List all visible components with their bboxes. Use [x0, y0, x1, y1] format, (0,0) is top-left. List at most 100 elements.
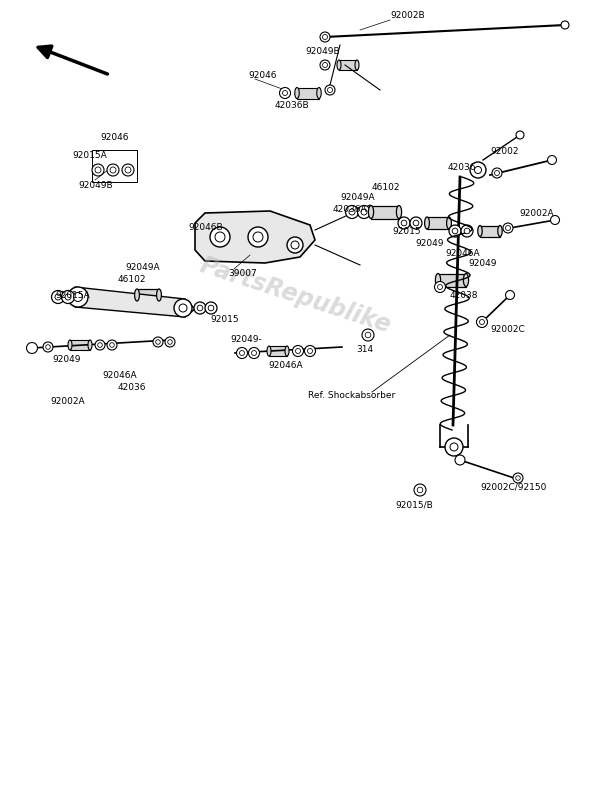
Circle shape [174, 299, 192, 317]
Ellipse shape [285, 346, 289, 356]
Ellipse shape [436, 273, 440, 287]
Circle shape [494, 170, 499, 176]
Bar [297, 87, 319, 98]
Circle shape [251, 350, 257, 356]
Circle shape [153, 337, 163, 347]
Circle shape [43, 342, 53, 352]
Ellipse shape [355, 60, 359, 70]
Text: 314: 314 [356, 345, 373, 355]
Text: 92049-: 92049- [230, 335, 262, 345]
Text: 92002C/92150: 92002C/92150 [480, 483, 547, 491]
Bar [339, 60, 357, 70]
Ellipse shape [498, 225, 502, 236]
Circle shape [551, 216, 560, 225]
Circle shape [305, 345, 316, 356]
Text: 92015: 92015 [392, 228, 421, 236]
Circle shape [248, 227, 268, 247]
Text: 42038: 42038 [450, 290, 479, 300]
Circle shape [361, 209, 367, 215]
Circle shape [325, 85, 335, 95]
Text: 92046A: 92046A [268, 360, 302, 370]
Text: 92002C: 92002C [490, 326, 525, 334]
Circle shape [450, 443, 458, 451]
Circle shape [110, 167, 116, 173]
Text: 92046B: 92046B [188, 222, 223, 232]
Circle shape [74, 293, 83, 301]
Circle shape [68, 287, 88, 307]
Text: 92049: 92049 [415, 239, 443, 247]
Circle shape [323, 63, 328, 68]
Circle shape [168, 340, 172, 345]
Circle shape [208, 305, 214, 311]
Text: 42036: 42036 [448, 162, 476, 171]
Circle shape [414, 484, 426, 496]
Text: Ref. Shockabsorber: Ref. Shockabsorber [308, 390, 395, 400]
Circle shape [479, 319, 485, 324]
Circle shape [328, 87, 332, 93]
Circle shape [362, 329, 374, 341]
Circle shape [165, 337, 175, 347]
Circle shape [434, 282, 445, 293]
Circle shape [296, 349, 301, 353]
Circle shape [365, 332, 371, 338]
Circle shape [239, 350, 245, 356]
Text: 92002B: 92002B [390, 10, 425, 20]
Circle shape [445, 438, 463, 456]
Circle shape [516, 476, 520, 480]
Circle shape [293, 345, 304, 356]
Circle shape [398, 217, 410, 229]
Circle shape [125, 167, 131, 173]
Bar [269, 346, 287, 356]
Circle shape [308, 349, 313, 353]
Bar [70, 340, 90, 350]
Ellipse shape [134, 289, 139, 301]
Circle shape [98, 343, 102, 347]
Circle shape [62, 290, 74, 304]
Text: 92049: 92049 [468, 258, 497, 268]
Text: 92049A: 92049A [125, 262, 160, 272]
Ellipse shape [368, 206, 374, 218]
Circle shape [291, 241, 299, 249]
Ellipse shape [337, 60, 341, 70]
Circle shape [505, 290, 515, 300]
Circle shape [548, 155, 557, 165]
Circle shape [449, 225, 461, 237]
Bar [427, 217, 449, 229]
Circle shape [437, 284, 443, 290]
Circle shape [410, 217, 422, 229]
Circle shape [156, 340, 160, 345]
Circle shape [323, 35, 328, 39]
Circle shape [55, 294, 61, 300]
Circle shape [179, 304, 187, 312]
Bar [371, 206, 399, 218]
Circle shape [92, 164, 104, 176]
Circle shape [46, 345, 50, 349]
Circle shape [492, 168, 502, 178]
Text: 92046: 92046 [100, 133, 128, 141]
Circle shape [52, 290, 65, 304]
Circle shape [65, 294, 71, 300]
Text: 46102: 46102 [118, 276, 146, 284]
Circle shape [475, 166, 482, 173]
Text: 92015: 92015 [210, 316, 239, 324]
Circle shape [205, 302, 217, 314]
Circle shape [461, 225, 473, 237]
Circle shape [413, 221, 419, 226]
Circle shape [107, 164, 119, 176]
Circle shape [26, 342, 37, 353]
Circle shape [287, 237, 303, 253]
Text: 42036A: 42036A [333, 206, 368, 214]
Circle shape [320, 60, 330, 70]
Circle shape [236, 348, 248, 359]
Ellipse shape [478, 225, 482, 236]
Circle shape [561, 21, 569, 29]
Text: 92046: 92046 [248, 71, 277, 79]
Text: 92002A: 92002A [50, 397, 85, 407]
Circle shape [513, 473, 523, 483]
Circle shape [210, 227, 230, 247]
Circle shape [197, 305, 203, 311]
Text: 92049B: 92049B [305, 48, 340, 57]
Text: 42036B: 42036B [275, 100, 310, 109]
Text: 92049A: 92049A [340, 193, 374, 203]
Text: 92049: 92049 [52, 356, 80, 364]
